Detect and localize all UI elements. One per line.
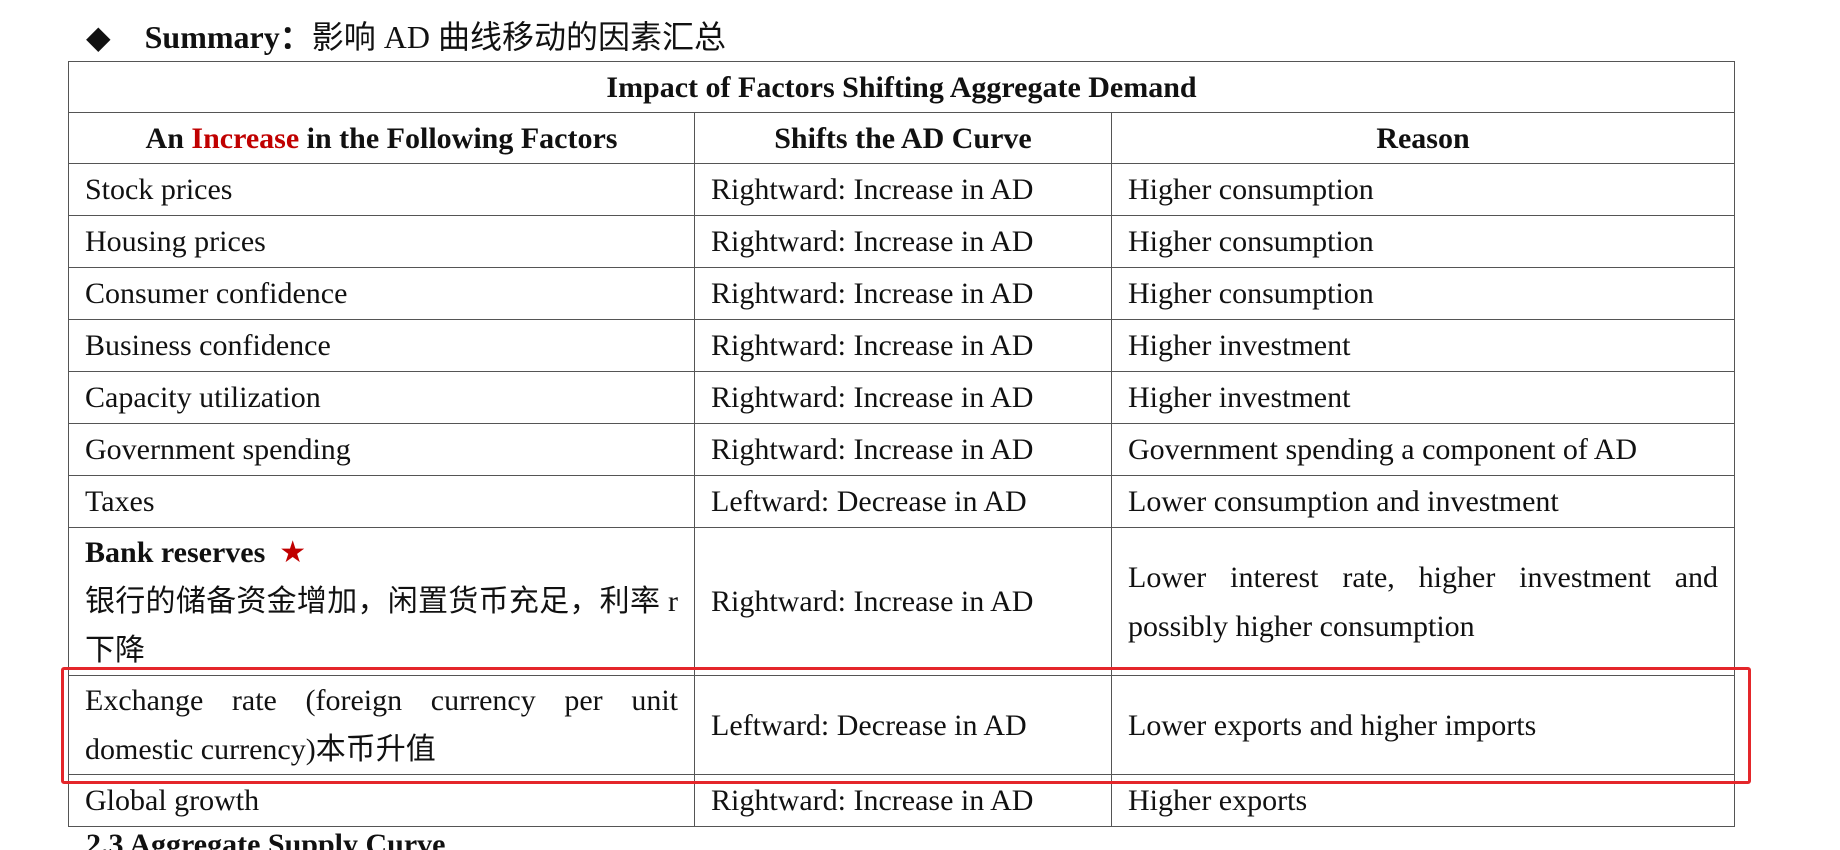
table-cell: Leftward: Decrease in AD xyxy=(694,475,1112,528)
table-row: Stock prices Rightward: Increase in AD Hig… xyxy=(68,163,1736,216)
heading-label: Summary： xyxy=(144,19,312,55)
next-section-heading: 2.3 Aggregate Supply Curve xyxy=(86,828,446,850)
factor-table: Impact of Factors Shifting Aggregate Dem… xyxy=(67,61,1736,827)
header-cell: An Increase in the Following Factors xyxy=(68,112,695,164)
heading: ◆ Summary：影响 AD 曲线移动的因素汇总 xyxy=(86,12,726,58)
table-cell: Rightward: Increase in AD xyxy=(694,267,1112,320)
table-cell: Consumer confidence xyxy=(68,267,695,320)
header-cell: Shifts the AD Curve xyxy=(694,112,1112,164)
table-cell: Rightward: Increase in AD xyxy=(694,163,1112,216)
table-row: Global growth Rightward: Increase in AD Hi… xyxy=(68,774,1736,827)
table-row: Exchange rate (foreign currency per unit… xyxy=(68,675,1736,775)
header-emphasis: Increase xyxy=(191,121,300,155)
table-row: Taxes Leftward: Decrease in AD Lower consu… xyxy=(68,475,1736,528)
table-cell: Rightward: Increase in AD xyxy=(694,215,1112,268)
table-cell: Rightward: Increase in AD xyxy=(694,423,1112,476)
table-cell: Business confidence xyxy=(68,319,695,372)
header-text: An xyxy=(145,121,184,155)
table-cell: Rightward: Increase in AD xyxy=(694,371,1112,424)
table-cell: Stock prices xyxy=(68,163,695,216)
table-cell: Lower interest rate, higher investment a… xyxy=(1110,527,1736,676)
table-row: Business confidence Rightward: Increase i… xyxy=(68,319,1736,372)
star-icon: ★ xyxy=(279,536,307,569)
table-cell: Taxes xyxy=(68,475,695,528)
table-cell: Higher investment xyxy=(1110,371,1736,424)
table-cell: Higher consumption xyxy=(1110,163,1736,216)
table-cell: Rightward: Increase in AD xyxy=(694,319,1112,372)
table-row: Housing prices Rightward: Increase in AD H… xyxy=(68,215,1736,268)
table-cell: Higher exports xyxy=(1110,774,1736,827)
table-cell: Global growth xyxy=(68,774,695,827)
table-cell: Higher investment xyxy=(1110,319,1736,372)
table-cell: Higher consumption xyxy=(1110,267,1736,320)
header-text: in the Following Factors xyxy=(306,121,618,155)
cell-title-line: Bank reserves ★ xyxy=(85,528,678,577)
cell-note: 银行的储备资金增加，闲置货币充足，利率 r 下降 xyxy=(85,585,678,667)
table-cell: Lower consumption and investment xyxy=(1110,475,1736,528)
table-row: Government spending Rightward: Increase i… xyxy=(68,423,1736,476)
table-cell: Exchange rate (foreign currency per unit… xyxy=(68,675,695,775)
table-title: Impact of Factors Shifting Aggregate Dem… xyxy=(67,61,1736,113)
table-cell: Lower exports and higher imports xyxy=(1110,675,1736,775)
bullet-icon: ◆ xyxy=(86,19,111,55)
table-cell: Government spending a component of AD xyxy=(1110,423,1736,476)
table-cell: Higher consumption xyxy=(1110,215,1736,268)
table-cell: Capacity utilization xyxy=(68,371,695,424)
table-row: Consumer confidence Rightward: Increase i… xyxy=(68,267,1736,320)
table-cell: Leftward: Decrease in AD xyxy=(694,675,1112,775)
heading-text: 影响 AD 曲线移动的因素汇总 xyxy=(311,19,726,55)
header-cell: Reason xyxy=(1110,112,1736,164)
table-row: Bank reserves ★ 银行的储备资金增加，闲置货币充足，利率 r 下降 Ri… xyxy=(68,527,1736,676)
table-cell: Rightward: Increase in AD xyxy=(694,774,1112,827)
table-cell: Housing prices xyxy=(68,215,695,268)
table-row: Capacity utilization Rightward: Increase … xyxy=(68,371,1736,424)
cell-title: Bank reserves xyxy=(85,536,266,569)
table-cell: Bank reserves ★ 银行的储备资金增加，闲置货币充足，利率 r 下降 xyxy=(68,527,695,676)
table-cell: Rightward: Increase in AD xyxy=(694,527,1112,676)
table-cell: Government spending xyxy=(68,423,695,476)
